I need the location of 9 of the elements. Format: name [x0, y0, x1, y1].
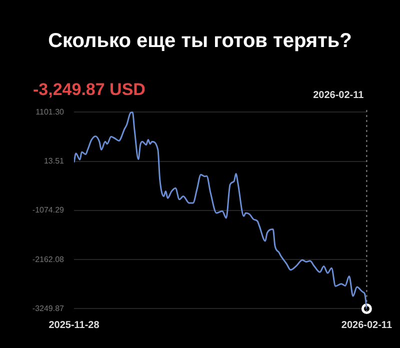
text: -3,249.87 USD	[33, 80, 146, 100]
y-tick-label: -3249.87	[32, 304, 65, 313]
y-tick-label: 1101.30	[36, 107, 65, 116]
chart-title: Сколько еще ты готов терять?	[47, 30, 353, 53]
y-tick-label: -2162.08	[32, 254, 65, 264]
y-tick-label: 13.51	[44, 156, 65, 166]
y-tick-label: -1074.29	[32, 206, 65, 215]
ref-line-label: 2026-02-11	[313, 90, 364, 101]
x-tick-label: 2025-11-28	[48, 320, 100, 331]
